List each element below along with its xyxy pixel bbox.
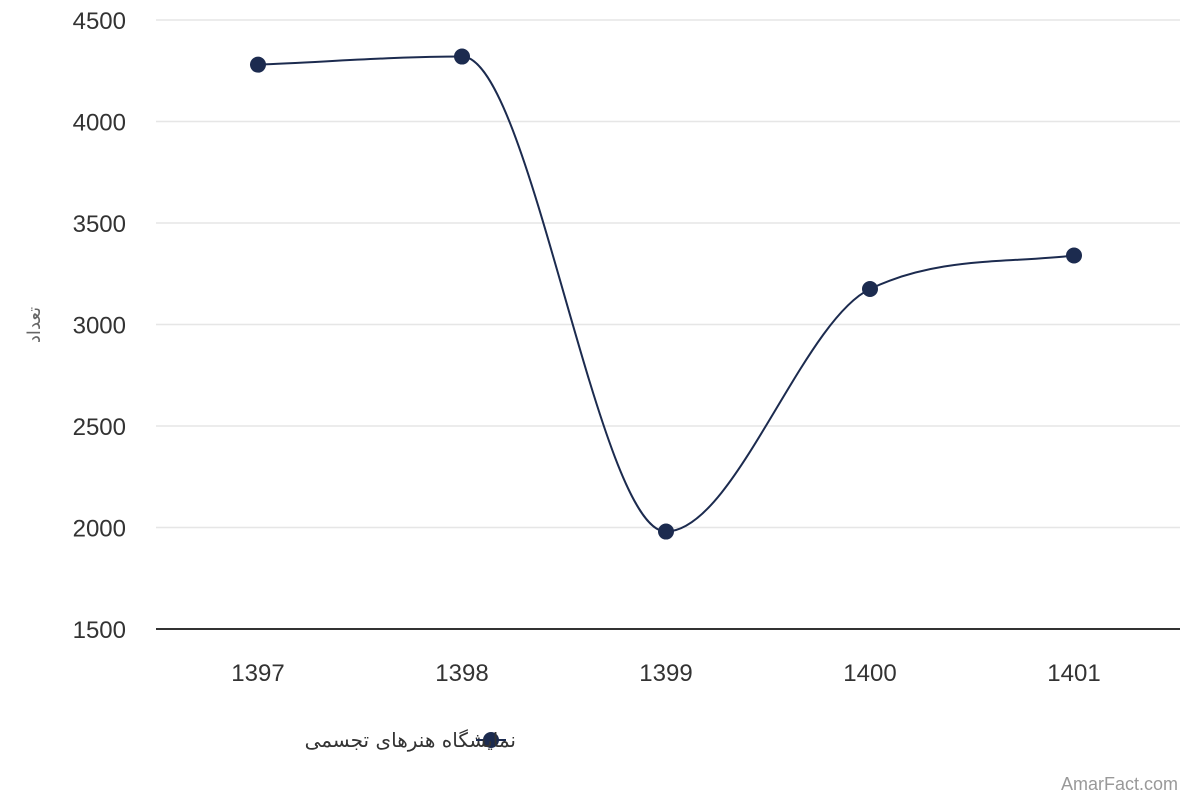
series-line <box>257 55 1075 533</box>
x-tick-label: 1399 <box>639 660 692 687</box>
y-axis-title: تعداد <box>24 307 45 343</box>
data-point[interactable] <box>454 48 470 65</box>
x-tick-label: 1400 <box>843 660 896 687</box>
y-tick-label: 4000 <box>73 110 126 137</box>
series-layer <box>250 48 1082 540</box>
x-tick-label: 1401 <box>1047 660 1100 687</box>
y-tick-label: 4500 <box>73 8 126 35</box>
y-tick-label: 1500 <box>73 617 126 644</box>
data-point[interactable] <box>862 280 878 297</box>
data-point[interactable] <box>658 523 674 540</box>
x-axis-ticks: 1397 1398 1399 1400 1401 <box>231 660 1100 687</box>
legend-label: نمایشگاه هنرهای تجسمی <box>305 728 516 752</box>
credit-text: AmarFact.com <box>1061 774 1178 794</box>
y-tick-label: 2500 <box>73 414 126 441</box>
data-point[interactable] <box>1066 247 1082 264</box>
x-tick-label: 1398 <box>435 660 488 687</box>
x-tick-label: 1397 <box>231 660 284 687</box>
legend-marker-icon <box>483 732 499 748</box>
gridlines <box>156 19 1180 529</box>
y-tick-label: 2000 <box>73 516 126 543</box>
data-point[interactable] <box>250 56 266 73</box>
y-tick-label: 3500 <box>73 211 126 238</box>
y-tick-label: 3000 <box>73 313 126 340</box>
y-axis-ticks: 1500 2000 2500 3000 3500 4000 4500 <box>73 8 126 644</box>
legend[interactable]: نمایشگاه هنرهای تجسمی <box>305 728 516 752</box>
